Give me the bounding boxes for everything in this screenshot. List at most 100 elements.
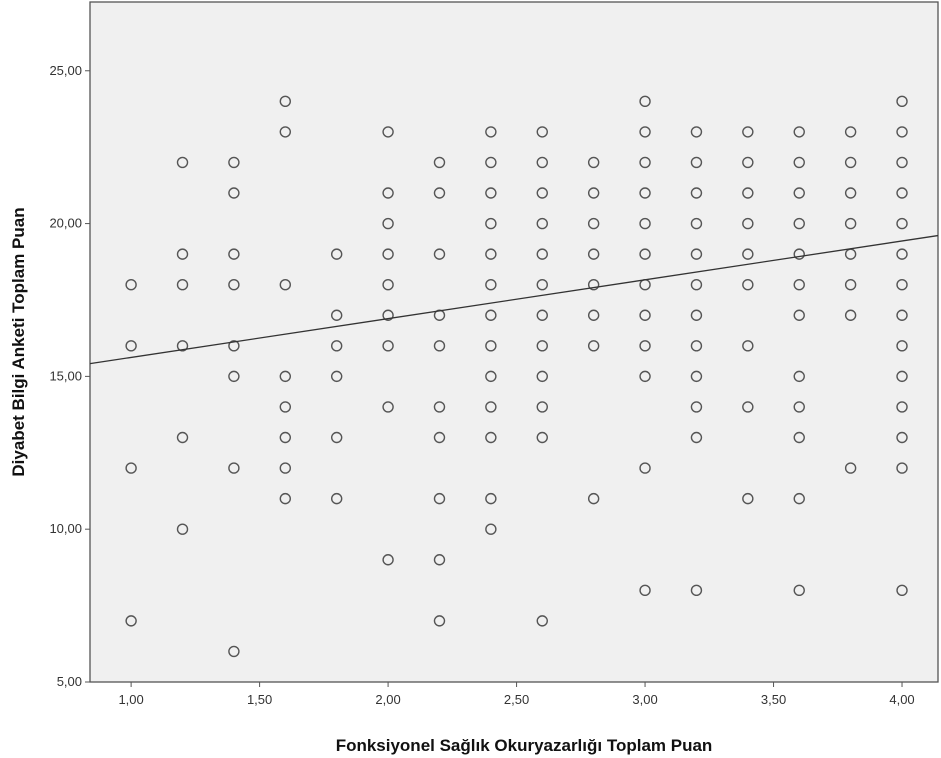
data-point [639, 126, 651, 138]
data-point [896, 370, 908, 383]
data-point [742, 492, 754, 505]
data-point [485, 492, 497, 505]
data-point [896, 309, 908, 321]
data-point [279, 95, 291, 108]
data-point [279, 370, 291, 383]
data-point [536, 248, 548, 260]
data-point [742, 187, 754, 199]
data-point [176, 340, 189, 352]
data-point [793, 309, 805, 321]
data-point [330, 431, 343, 444]
data-point [742, 248, 754, 260]
data-point [382, 309, 394, 321]
data-point [639, 462, 651, 474]
data-point [279, 431, 291, 444]
y-tick-label: 20,00 [49, 216, 82, 231]
data-point [742, 156, 754, 169]
data-point [896, 156, 908, 169]
data-point [793, 248, 805, 260]
data-point [896, 187, 908, 199]
data-point [536, 126, 548, 138]
data-point [896, 126, 908, 138]
x-tick-label: 3,00 [632, 692, 657, 707]
data-point [433, 492, 446, 505]
data-point [125, 462, 137, 474]
x-tick-label: 1,50 [247, 692, 272, 707]
data-point [844, 126, 857, 138]
data-point [536, 340, 548, 352]
data-point [382, 126, 394, 138]
data-point [485, 431, 497, 444]
data-point [844, 217, 857, 230]
data-point [587, 187, 600, 199]
data-point [742, 278, 754, 291]
data-point [382, 187, 394, 199]
data-point [536, 187, 548, 199]
data-point [793, 584, 805, 597]
data-point [639, 584, 651, 597]
data-point [536, 615, 548, 627]
data-point [382, 278, 394, 291]
y-tick-label: 10,00 [49, 521, 82, 536]
data-point [433, 340, 446, 352]
data-point [382, 340, 394, 352]
data-point [844, 462, 857, 474]
data-point [690, 217, 703, 230]
data-point [279, 278, 291, 291]
data-point [690, 156, 703, 169]
data-point [485, 340, 497, 352]
data-point [228, 187, 240, 199]
data-point [587, 217, 600, 230]
data-point [742, 340, 754, 352]
data-point [433, 431, 446, 444]
data-point [536, 309, 548, 321]
data-point [433, 401, 446, 413]
data-points [125, 95, 908, 658]
data-point [896, 95, 908, 108]
data-point [896, 340, 908, 352]
data-point [485, 126, 497, 138]
data-point [279, 492, 291, 505]
data-point [896, 401, 908, 413]
data-point [793, 278, 805, 291]
x-axis: 1,00 1,50 2,00 2,50 3,00 3,50 4,00 [118, 682, 915, 707]
data-point [485, 370, 497, 383]
data-point [639, 248, 651, 260]
data-point [536, 401, 548, 413]
data-point [330, 309, 343, 321]
data-point [536, 370, 548, 383]
data-point [176, 523, 189, 535]
data-point [433, 248, 446, 260]
data-point [896, 462, 908, 474]
data-point [587, 492, 600, 505]
data-point [896, 584, 908, 597]
data-point [793, 126, 805, 138]
data-point [639, 187, 651, 199]
x-axis-title: Fonksiyonel Sağlık Okuryazarlığı Toplam … [336, 736, 713, 755]
data-point [690, 248, 703, 260]
data-point [587, 309, 600, 321]
data-point [228, 340, 240, 352]
data-point [382, 554, 394, 566]
data-point [125, 278, 137, 291]
data-point [485, 401, 497, 413]
data-point [742, 217, 754, 230]
data-point [125, 615, 137, 627]
data-point [330, 340, 343, 352]
data-point [176, 431, 189, 444]
data-point [639, 370, 651, 383]
x-tick-label: 4,00 [889, 692, 914, 707]
data-point [587, 278, 600, 291]
data-point [433, 156, 446, 169]
data-point [330, 248, 343, 260]
data-point [793, 431, 805, 444]
data-point [690, 370, 703, 383]
data-point [536, 156, 548, 169]
data-point [896, 248, 908, 260]
data-point [485, 523, 497, 535]
data-point [125, 340, 137, 352]
data-point [742, 401, 754, 413]
data-point [330, 370, 343, 383]
x-tick-label: 2,50 [504, 692, 529, 707]
